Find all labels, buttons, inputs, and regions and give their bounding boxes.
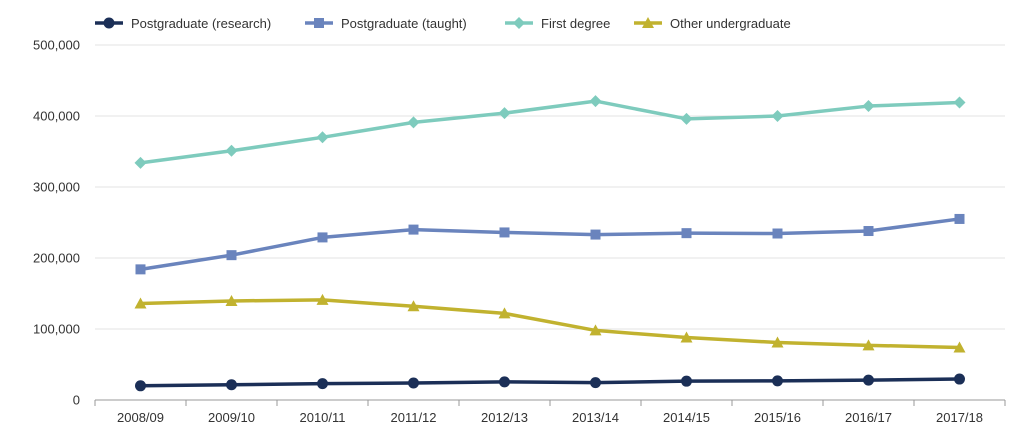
data-point <box>772 228 783 239</box>
data-point <box>680 331 693 343</box>
legend-item-3: Other undergraduate <box>634 16 791 31</box>
data-point <box>226 379 237 391</box>
data-point <box>408 377 419 389</box>
data-point <box>680 112 693 125</box>
data-point <box>317 378 328 390</box>
y-tick-label: 300,000 <box>33 180 80 195</box>
data-point <box>226 250 237 261</box>
data-point <box>135 264 146 275</box>
series-1 <box>135 213 965 275</box>
series-lines <box>134 95 966 392</box>
x-tick-label: 2013/14 <box>572 410 619 425</box>
data-point <box>498 307 511 319</box>
y-tick-label: 200,000 <box>33 251 80 266</box>
legend-label: Postgraduate (research) <box>131 16 271 31</box>
legend-item-1: Postgraduate (taught) <box>305 16 467 31</box>
legend-label: Other undergraduate <box>670 16 791 31</box>
legend-item-0: Postgraduate (research) <box>95 16 271 31</box>
legend-marker <box>314 18 324 28</box>
data-point <box>954 373 965 385</box>
gridlines <box>95 44 1005 330</box>
legend-marker <box>513 17 525 29</box>
data-point <box>590 377 601 389</box>
data-point <box>498 107 511 120</box>
data-point <box>589 95 602 108</box>
series-2 <box>134 95 966 169</box>
legend-label: First degree <box>541 16 610 31</box>
data-point <box>589 324 602 336</box>
data-point <box>407 116 420 129</box>
y-tick-label: 100,000 <box>33 322 80 337</box>
legend-marker <box>642 17 654 28</box>
x-tick-label: 2011/12 <box>390 410 436 425</box>
data-point <box>408 224 419 235</box>
y-tick-label: 500,000 <box>33 38 80 53</box>
legend-marker <box>103 17 115 29</box>
data-point <box>316 293 329 305</box>
x-tick-label: 2016/17 <box>845 410 892 425</box>
series-line <box>138 298 962 350</box>
data-point <box>499 376 510 388</box>
data-point <box>862 100 875 113</box>
data-point <box>225 144 238 157</box>
data-point <box>316 131 329 144</box>
legend-label: Postgraduate (taught) <box>341 16 467 31</box>
legend-item-2: First degree <box>505 16 610 31</box>
series-line <box>138 217 962 272</box>
x-tick-label: 2009/10 <box>208 410 255 425</box>
data-point <box>134 156 147 169</box>
y-tick-label: 0 <box>73 393 80 408</box>
series-3 <box>134 293 966 353</box>
x-tick-label: 2010/11 <box>299 410 345 425</box>
series-0 <box>135 373 965 392</box>
x-tick-label: 2014/15 <box>663 410 710 425</box>
data-point <box>499 227 510 238</box>
data-point <box>954 213 965 224</box>
data-point <box>681 228 692 239</box>
axes: 0 100,000 200,000 300,000 400,000 500,000 2008… <box>33 38 1006 425</box>
data-point <box>135 380 146 392</box>
data-point <box>771 110 784 122</box>
series-line <box>138 99 962 165</box>
data-point <box>863 374 874 386</box>
data-point <box>863 226 874 237</box>
legend: Postgraduate (research) Postgraduate (tau… <box>95 16 791 31</box>
data-point <box>317 232 328 243</box>
data-point <box>590 229 601 240</box>
data-point <box>772 375 783 387</box>
x-tick-label: 2015/16 <box>754 410 801 425</box>
data-point <box>681 375 692 387</box>
data-point <box>134 297 147 309</box>
series-line <box>138 377 962 388</box>
x-tick-label: 2012/13 <box>481 410 528 425</box>
data-point <box>225 294 238 306</box>
data-point <box>862 339 875 351</box>
data-point <box>407 300 420 312</box>
x-tick-label: 2017/18 <box>936 410 983 425</box>
y-tick-label: 400,000 <box>33 109 80 124</box>
x-tick-label: 2008/09 <box>117 410 164 425</box>
data-point <box>953 96 966 109</box>
data-point <box>953 341 966 353</box>
data-point <box>771 336 784 348</box>
